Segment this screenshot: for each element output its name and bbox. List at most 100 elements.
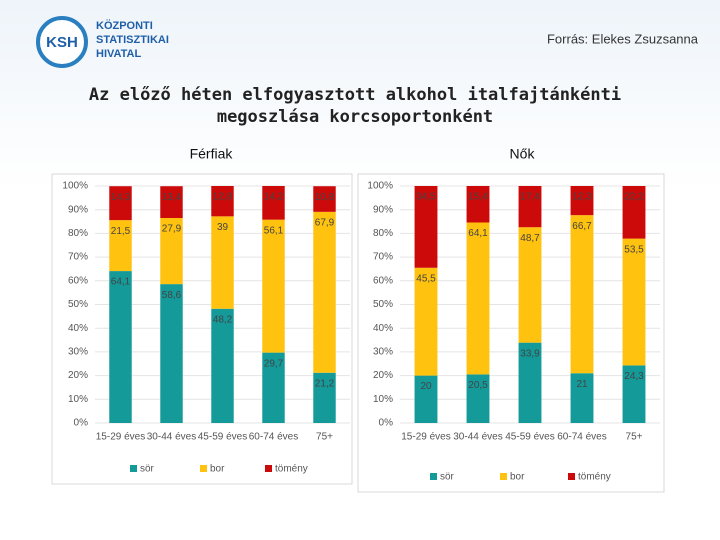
x-tick-label: 60-74 éves <box>249 432 298 443</box>
bar-segment <box>466 186 490 223</box>
bar-segment <box>160 186 183 218</box>
legend-label: bor <box>510 472 525 483</box>
y-tick-label: 90% <box>68 204 88 215</box>
value-label: 66,7 <box>572 221 592 232</box>
x-tick-label: 75+ <box>626 432 643 443</box>
value-label: 14,3 <box>111 192 131 203</box>
y-tick-label: 50% <box>373 299 393 310</box>
y-tick-label: 20% <box>68 370 88 381</box>
y-tick-label: 20% <box>373 370 393 381</box>
value-label: 15,4 <box>468 192 488 203</box>
logo-text: KÖZPONTI <box>96 19 153 32</box>
value-label: 27,9 <box>162 224 182 235</box>
x-tick-label: 60-74 éves <box>557 432 606 443</box>
legend-label: sör <box>440 472 455 483</box>
bar-segment <box>570 186 594 216</box>
bar-segment <box>466 222 490 375</box>
y-tick-label: 60% <box>68 275 88 286</box>
value-label: 29,7 <box>264 358 284 369</box>
bar-segment <box>466 374 490 423</box>
legend-label: sör <box>140 464 155 475</box>
bar-segment <box>262 186 285 220</box>
y-tick-label: 0% <box>74 418 89 429</box>
chart-frame <box>51 173 353 485</box>
x-tick-label: 30-44 éves <box>453 432 502 443</box>
legend-swatch <box>568 473 575 480</box>
bar-segment <box>211 186 234 217</box>
legend-swatch <box>430 473 437 480</box>
value-label: 17,4 <box>520 192 540 203</box>
value-label: 13,4 <box>162 192 182 203</box>
y-tick-label: 30% <box>373 347 393 358</box>
value-label: 45,5 <box>416 273 436 284</box>
value-label: 22,2 <box>624 192 644 203</box>
y-tick-label: 80% <box>373 228 393 239</box>
y-tick-label: 70% <box>373 252 393 263</box>
bar-segment <box>211 308 234 423</box>
legend-swatch <box>130 465 137 472</box>
logo-text: HIVATAL <box>96 48 141 60</box>
value-label: 20,5 <box>468 380 488 391</box>
bar-segment <box>313 211 336 373</box>
legend-label: tömény <box>275 464 308 475</box>
x-tick-label: 75+ <box>316 432 333 443</box>
value-label: 21 <box>576 379 588 390</box>
y-tick-label: 10% <box>373 394 393 405</box>
y-tick-label: 30% <box>68 347 88 358</box>
bar-segment <box>109 220 132 272</box>
value-label: 14,2 <box>264 192 284 203</box>
legend-label: bor <box>210 464 225 475</box>
bar-segment <box>109 186 132 221</box>
x-tick-label: 45-59 éves <box>505 432 554 443</box>
chart-title: Nők <box>510 146 536 162</box>
title: Az előző héten elfogyasztott alkohol ita… <box>89 85 621 105</box>
y-tick-label: 70% <box>68 252 88 263</box>
value-label: 39 <box>217 222 229 233</box>
x-tick-label: 15-29 éves <box>401 432 450 443</box>
value-label: 64,1 <box>111 277 131 288</box>
value-label: 20 <box>420 381 432 392</box>
value-label: 48,7 <box>520 233 540 244</box>
bar-segment <box>160 217 183 285</box>
bar-segment <box>570 215 594 374</box>
title: megoszlása korcsoportonként <box>217 107 493 127</box>
legend-swatch <box>200 465 207 472</box>
y-tick-label: 40% <box>373 323 393 334</box>
y-tick-label: 50% <box>68 299 88 310</box>
logo-mark: KSH <box>46 34 78 51</box>
bar-segment <box>622 238 646 366</box>
y-tick-label: 80% <box>68 228 88 239</box>
chart-frame <box>357 173 665 493</box>
bar-segment <box>313 186 336 212</box>
value-label: 10,8 <box>315 192 335 203</box>
y-tick-label: 90% <box>373 204 393 215</box>
legend-swatch <box>265 465 272 472</box>
bar-segment <box>518 342 542 423</box>
x-tick-label: 30-44 éves <box>147 432 196 443</box>
y-tick-label: 100% <box>367 181 393 192</box>
bar-segment <box>262 352 285 423</box>
bar-segment <box>109 271 132 423</box>
chart-title: Férfiak <box>190 146 234 162</box>
value-label: 24,3 <box>624 371 644 382</box>
legend-swatch <box>500 473 507 480</box>
x-tick-label: 15-29 éves <box>96 432 145 443</box>
bar-segment <box>622 365 646 423</box>
value-label: 48,2 <box>213 314 233 325</box>
logo-text: STATISZTIKAI <box>96 34 169 46</box>
bar-segment <box>211 216 234 309</box>
value-label: 21,5 <box>111 226 131 237</box>
y-tick-label: 0% <box>379 418 394 429</box>
source: Forrás: Elekes Zsuzsanna <box>547 31 699 46</box>
bar-segment <box>414 375 438 423</box>
y-tick-label: 40% <box>68 323 88 334</box>
value-label: 56,1 <box>264 225 284 236</box>
value-label: 53,5 <box>624 244 644 255</box>
bar-segment <box>570 373 594 423</box>
value-label: 64,1 <box>468 228 488 239</box>
y-tick-label: 60% <box>373 275 393 286</box>
bar-segment <box>160 284 183 423</box>
bar-segment <box>313 372 336 423</box>
logo-ring <box>36 16 88 68</box>
